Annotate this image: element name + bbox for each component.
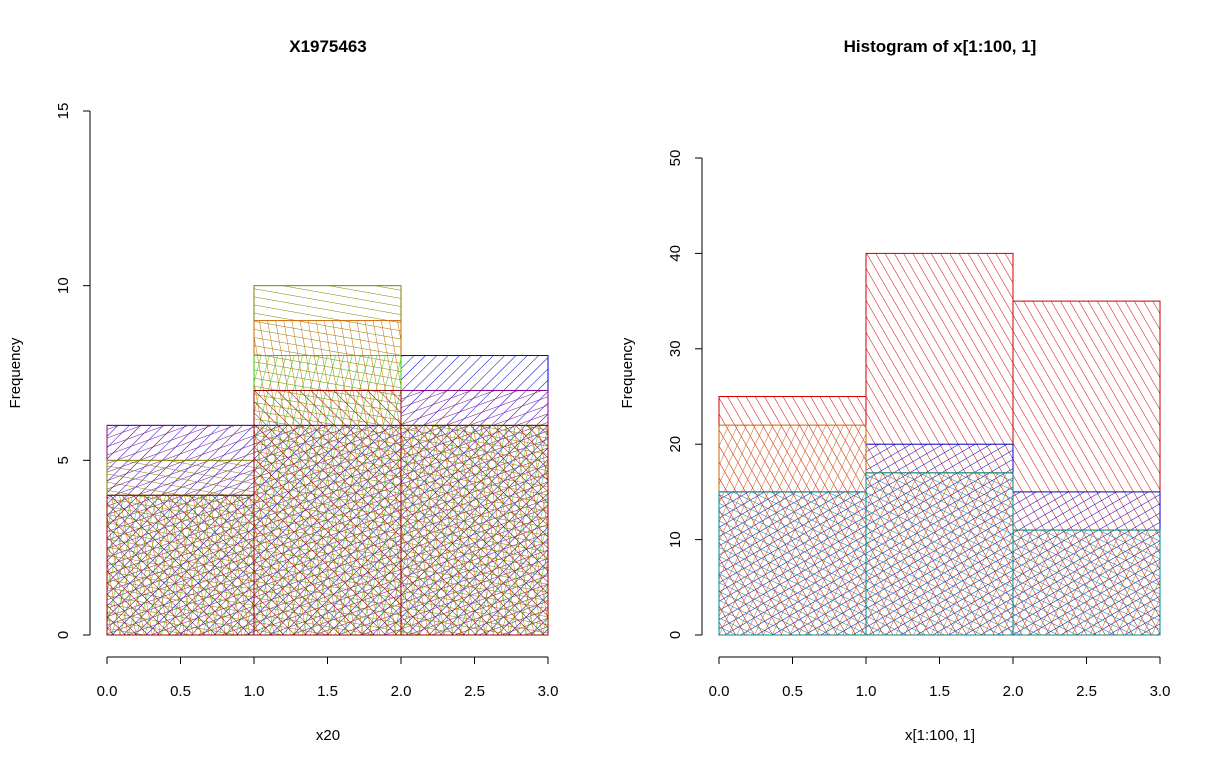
y-tick-label: 10 [55,277,72,294]
x-tick-label: 2.0 [391,683,412,700]
y-tick-label: 40 [667,245,684,262]
histogram-panel-right: Histogram of x[1:100, 1] x[1:100, 1] Fre… [619,37,1170,744]
histogram-panel-left: X1975463 x20 Frequency 0.0 0.5 1.0 1.5 2.0 2.… [7,37,558,744]
x-tick-label: 1.5 [317,683,338,700]
y-tick-label: 10 [667,531,684,548]
y-tick-label: 50 [667,150,684,167]
y-tick-label: 0 [55,631,72,639]
x-tick-label: 3.0 [1150,683,1171,700]
x-tick-label: 1.0 [856,683,877,700]
bar-series-3-bin-0 [718,491,867,636]
bars-layer [106,285,549,636]
chart-title: Histogram of x[1:100, 1] [844,37,1037,56]
chart-title: X1975463 [289,37,367,56]
x-tick-label: 0.5 [170,683,191,700]
y-axis-label: Frequency [619,337,636,408]
bar-series-5-bin-1 [253,389,402,636]
axes-layer: 0.0 0.5 1.0 1.5 2.0 2.5 3.0 0 10 20 30 40 50 [667,150,1170,700]
x-tick-label: 0.0 [709,683,730,700]
y-tick-label: 15 [55,103,72,120]
x-tick-label: 1.0 [244,683,265,700]
x-tick-label: 0.5 [782,683,803,700]
y-axis-label: Frequency [7,337,24,408]
y-tick-label: 0 [667,631,684,639]
x-tick-label: 2.0 [1003,683,1024,700]
bar-series-5-bin-2 [400,424,549,636]
x-tick-label: 0.0 [97,683,118,700]
y-tick-label: 20 [667,436,684,453]
bar-series-3-bin-2 [1012,529,1161,636]
y-tick-label: 5 [55,456,72,464]
bars-layer [718,252,1161,636]
axes-layer: 0.0 0.5 1.0 1.5 2.0 2.5 3.0 0 5 10 15 [55,103,558,700]
bar-series-3-bin-1 [865,472,1014,636]
y-tick-label: 30 [667,340,684,357]
x-tick-label: 2.5 [464,683,485,700]
x-tick-label: 1.5 [929,683,950,700]
x-axis-label: x[1:100, 1] [905,727,975,744]
x-axis-label: x20 [316,727,340,744]
x-tick-label: 3.0 [538,683,559,700]
bar-series-5-bin-0 [106,494,255,636]
x-tick-label: 2.5 [1076,683,1097,700]
